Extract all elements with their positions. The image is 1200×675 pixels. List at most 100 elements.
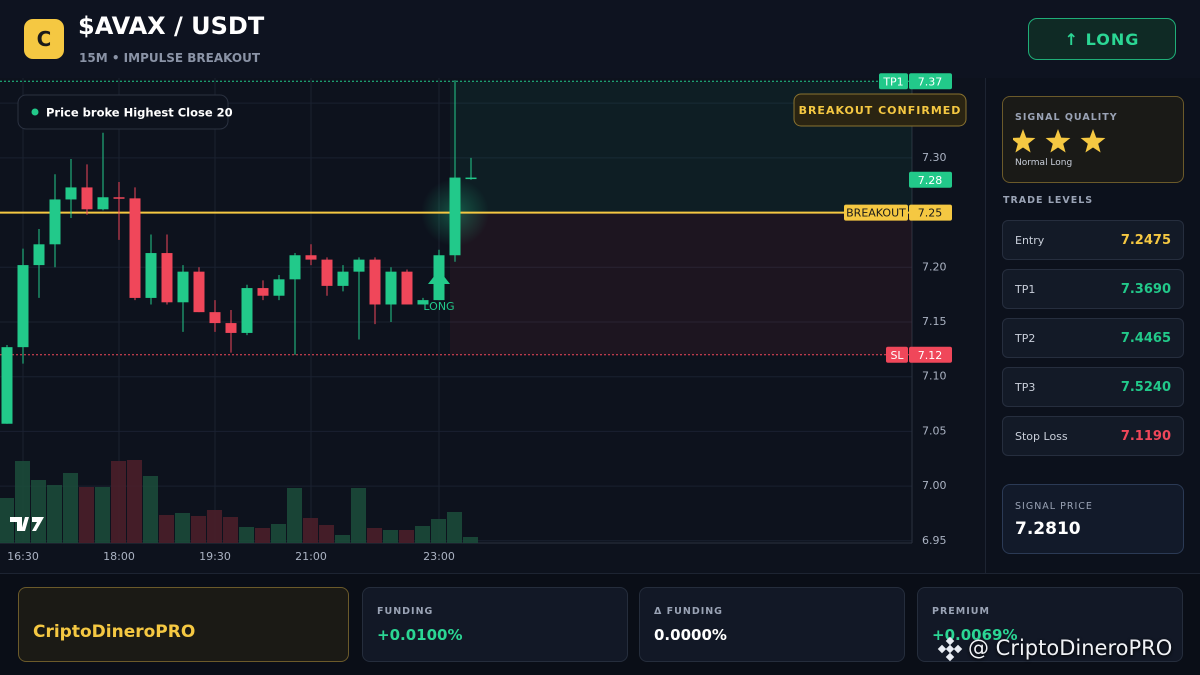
last-price: 7.28: [918, 174, 943, 187]
title: $AVAX / USDT: [78, 12, 265, 40]
x-tick-label: 19:30: [199, 550, 231, 563]
level-value: 7.5240: [1120, 379, 1171, 395]
star: [1080, 129, 1106, 153]
level-row: Stop Loss 7.1190: [1002, 416, 1184, 456]
candle-body: [273, 279, 285, 296]
candle-body: [145, 253, 157, 298]
volume-bar: [79, 487, 94, 543]
volume-bar: [47, 485, 62, 543]
level-name: TP1: [882, 75, 903, 88]
x-tick-label: 21:00: [295, 550, 327, 563]
logo: C: [24, 19, 64, 59]
label: SIGNAL PRICE: [1015, 501, 1093, 512]
signal-price: SIGNAL PRICE 7.2810: [1002, 484, 1184, 554]
last-price-tag: [909, 171, 952, 188]
candle-body: [369, 259, 381, 305]
x-tick-label: 23:00: [423, 550, 455, 563]
volume-bar: [287, 488, 302, 543]
volume-bar: [399, 530, 414, 543]
candle-body: [49, 199, 61, 245]
volume-bar: [111, 461, 126, 543]
subtitle: 15M • IMPULSE BREAKOUT: [79, 51, 261, 65]
volume-bar: [31, 480, 46, 543]
legend-dot: [31, 108, 39, 116]
stat-label: Δ FUNDING: [654, 606, 723, 617]
y-tick-label: 7.20: [922, 260, 947, 273]
candle-body: [385, 271, 397, 305]
level-name: BREAKOUT: [846, 207, 906, 220]
level-name: TP1: [1015, 282, 1036, 296]
level-value: 7.3690: [1120, 281, 1171, 297]
volume-bar: [367, 528, 382, 543]
volume-bar: [159, 515, 174, 543]
level-value: 7.25: [918, 207, 943, 220]
level-row: TP1 7.3690: [1002, 269, 1184, 309]
tv-logo: [10, 517, 44, 531]
stat-value: +0.0100%: [377, 626, 463, 644]
badge-text: BREAKOUT CONFIRMED: [799, 104, 962, 117]
y-tick-label: 7.10: [922, 370, 947, 383]
x-tick-label: 18:00: [103, 550, 135, 563]
volume-bar: [95, 487, 110, 543]
candle-body: [177, 271, 189, 303]
level-name: SL: [890, 349, 904, 362]
volume-bar: [319, 525, 334, 543]
candle-body: [225, 323, 237, 333]
brand-card: CriptoDineroPRO: [18, 587, 349, 662]
level-value: 7.37: [918, 75, 943, 88]
candle-body: [113, 197, 125, 199]
candle-body: [129, 198, 141, 298]
candle-body: [1, 347, 13, 424]
candle-body: [257, 288, 269, 296]
risk-zone: [450, 212, 912, 355]
volume-bar: [271, 524, 286, 543]
brand: CriptoDineroPRO: [33, 622, 196, 642]
signal-quality: SIGNAL QUALITY Normal Long: [1002, 96, 1184, 183]
volume-bar: [143, 476, 158, 543]
level-value-tag: [909, 346, 952, 363]
badge-box: [793, 93, 967, 127]
level-value: 7.2475: [1120, 232, 1171, 248]
level-value-tag: [909, 73, 952, 90]
level-value-tag: [909, 204, 952, 221]
volume-bar: [383, 530, 398, 543]
candle-body: [417, 300, 429, 305]
candle-body: [65, 187, 77, 200]
rating-stars: [1013, 129, 1106, 153]
volume-bar: [447, 512, 462, 543]
level-name: Entry: [1015, 233, 1045, 247]
level-tag: [879, 73, 908, 90]
watermark: @ CriptoDineroPRO: [968, 636, 1173, 660]
level-name: TP2: [1015, 331, 1036, 345]
level-value: 7.4465: [1120, 330, 1171, 346]
candle-body: [193, 271, 205, 313]
volume-bar: [239, 527, 254, 543]
volume-bar: [335, 535, 350, 543]
candle-body: [97, 197, 109, 210]
level-value: 7.12: [918, 349, 943, 362]
stat-value: 0.0000%: [654, 626, 727, 644]
candle-body: [337, 271, 349, 286]
volume-bar: [255, 528, 270, 543]
stat-card: PREMIUM +0.0069%: [917, 587, 1183, 662]
stat-card: Δ FUNDING 0.0000%: [639, 587, 905, 662]
long-button[interactable]: ↑ LONG: [1028, 18, 1176, 60]
value: 7.2810: [1015, 519, 1081, 539]
volume-bar: [303, 518, 318, 543]
chart: 7.357.307.207.157.107.057.006.9516:3018:…: [0, 73, 967, 563]
volume-bar: [127, 460, 142, 543]
candle-body: [353, 259, 365, 272]
volume-bar: [191, 516, 206, 543]
candle-body: [305, 255, 317, 260]
candle-body: [81, 187, 93, 210]
signal-label: LONG: [423, 300, 454, 313]
level-name: Stop Loss: [1015, 429, 1068, 443]
candle-body: [241, 288, 253, 333]
volume-bar: [0, 498, 14, 543]
candle-body: [161, 253, 173, 303]
candle-body: [449, 177, 461, 256]
level-tag: [886, 346, 908, 363]
y-tick-label: 6.95: [922, 534, 947, 547]
candle-body: [209, 312, 221, 324]
